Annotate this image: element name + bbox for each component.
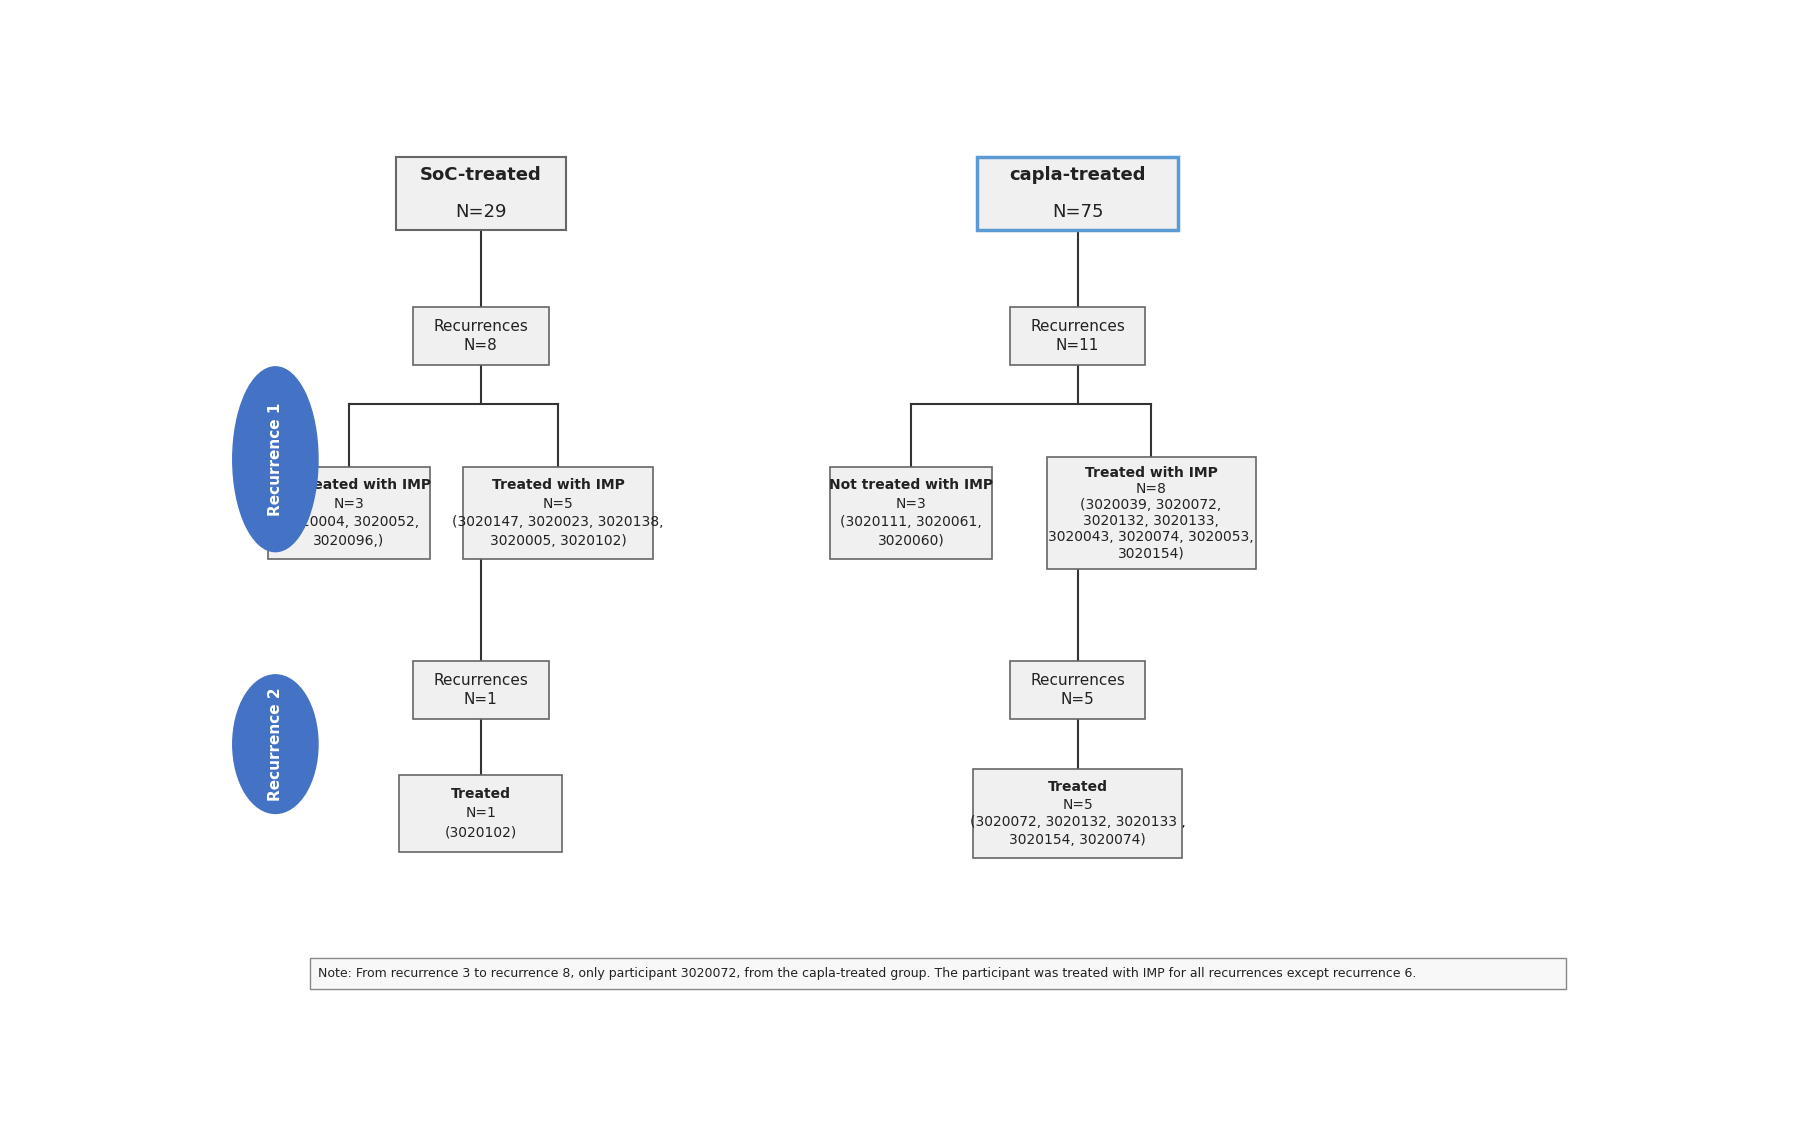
- FancyBboxPatch shape: [268, 466, 430, 559]
- FancyBboxPatch shape: [830, 466, 992, 559]
- Text: 3020132, 3020133,: 3020132, 3020133,: [1084, 514, 1219, 529]
- Text: Treated with IMP: Treated with IMP: [491, 479, 625, 492]
- Text: Recurrences: Recurrences: [1030, 674, 1125, 688]
- Text: 3020005, 3020102): 3020005, 3020102): [490, 534, 626, 548]
- Text: Recurrence 1: Recurrence 1: [268, 403, 283, 516]
- Text: Not treated with IMP: Not treated with IMP: [266, 479, 430, 492]
- Text: Treated: Treated: [450, 787, 511, 801]
- Text: Treated: Treated: [1048, 780, 1107, 794]
- Text: Recurrences: Recurrences: [434, 319, 527, 334]
- FancyBboxPatch shape: [972, 769, 1183, 858]
- Text: N=8: N=8: [1136, 482, 1166, 496]
- FancyBboxPatch shape: [412, 307, 549, 365]
- Text: capla-treated: capla-treated: [1010, 166, 1147, 185]
- FancyBboxPatch shape: [396, 157, 565, 230]
- Text: Recurrences: Recurrences: [1030, 319, 1125, 334]
- Text: N=8: N=8: [464, 338, 497, 353]
- Text: N=3: N=3: [333, 497, 364, 511]
- FancyBboxPatch shape: [1046, 457, 1256, 569]
- Text: N=1: N=1: [466, 806, 497, 821]
- FancyBboxPatch shape: [1010, 661, 1145, 719]
- Text: N=5: N=5: [1060, 693, 1094, 708]
- FancyBboxPatch shape: [310, 958, 1566, 989]
- Text: (3020039, 3020072,: (3020039, 3020072,: [1080, 498, 1222, 512]
- FancyBboxPatch shape: [400, 775, 562, 852]
- Text: N=29: N=29: [455, 203, 506, 221]
- Text: (3020102): (3020102): [445, 825, 517, 840]
- Text: 3020154, 3020074): 3020154, 3020074): [1010, 833, 1147, 847]
- Text: Not treated with IMP: Not treated with IMP: [828, 479, 994, 492]
- Text: 3020096,): 3020096,): [313, 534, 385, 548]
- Text: (3020147, 3020023, 3020138,: (3020147, 3020023, 3020138,: [452, 515, 664, 530]
- Text: N=11: N=11: [1057, 338, 1100, 353]
- Text: Recurrences: Recurrences: [434, 674, 527, 688]
- Text: N=75: N=75: [1051, 203, 1103, 221]
- Text: (3020111, 3020061,: (3020111, 3020061,: [841, 515, 981, 530]
- Text: 3020060): 3020060): [878, 534, 945, 548]
- Text: Note: From recurrence 3 to recurrence 8, only participant 3020072, from the capl: Note: From recurrence 3 to recurrence 8,…: [319, 967, 1417, 980]
- Text: 3020043, 3020074, 3020053,: 3020043, 3020074, 3020053,: [1048, 530, 1255, 544]
- FancyBboxPatch shape: [977, 157, 1179, 230]
- Text: 3020154): 3020154): [1118, 546, 1184, 560]
- Text: Recurrence 2: Recurrence 2: [268, 687, 283, 801]
- Text: SoC-treated: SoC-treated: [419, 166, 542, 185]
- Text: (3020004, 3020052,: (3020004, 3020052,: [279, 515, 419, 530]
- Text: (3020072, 3020132, 3020133 ,: (3020072, 3020132, 3020133 ,: [970, 815, 1186, 830]
- Text: N=3: N=3: [896, 497, 927, 511]
- Text: N=5: N=5: [544, 497, 574, 511]
- FancyBboxPatch shape: [412, 661, 549, 719]
- FancyBboxPatch shape: [463, 466, 653, 559]
- Text: N=1: N=1: [464, 693, 497, 708]
- Ellipse shape: [232, 367, 319, 551]
- Text: Treated with IMP: Treated with IMP: [1085, 466, 1217, 480]
- Text: N=5: N=5: [1062, 798, 1093, 812]
- Ellipse shape: [232, 675, 319, 814]
- FancyBboxPatch shape: [1010, 307, 1145, 365]
